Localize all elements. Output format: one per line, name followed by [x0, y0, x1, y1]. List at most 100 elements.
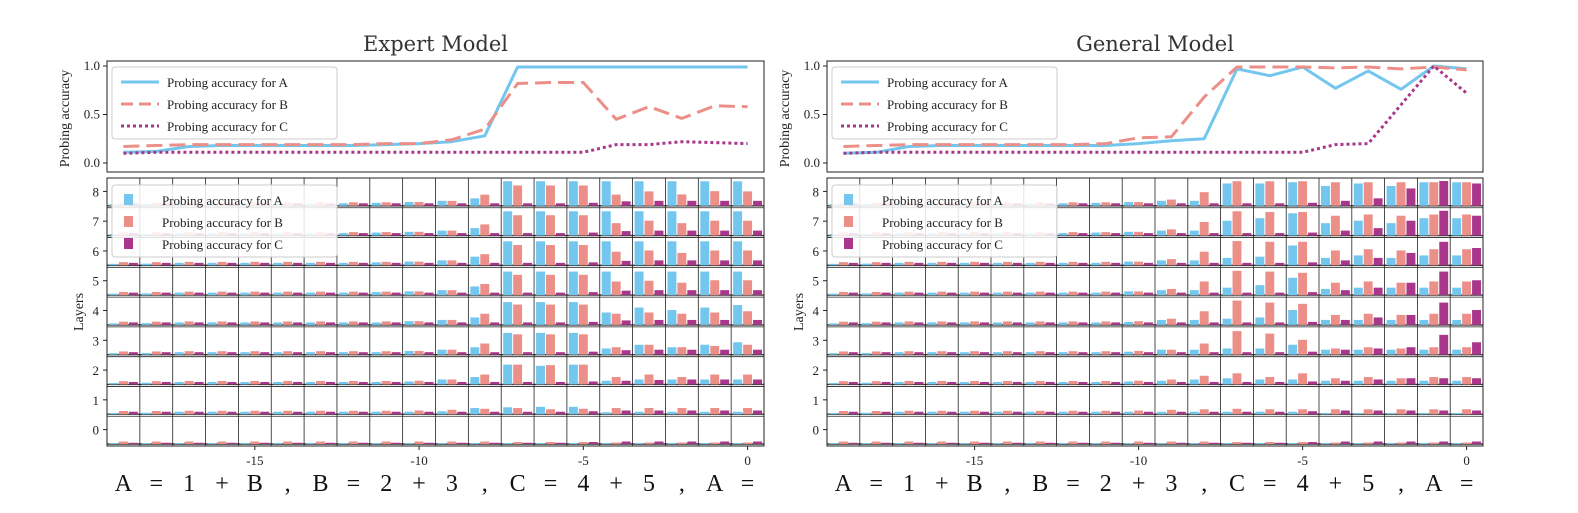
layer-tick-label: 1	[813, 393, 820, 408]
bar-c	[654, 290, 664, 296]
legend-label: Probing accuracy for C	[887, 119, 1008, 134]
bar-b	[1396, 182, 1406, 206]
bar-c	[161, 292, 171, 296]
bar-a	[861, 352, 871, 355]
bar-b	[710, 442, 720, 444]
token: ,	[1004, 471, 1010, 497]
bar-c	[621, 260, 631, 266]
bar-b	[743, 374, 753, 385]
token: 4	[1297, 471, 1309, 497]
bar-a	[1091, 381, 1101, 385]
token: =	[869, 471, 883, 497]
bar-c	[391, 262, 401, 266]
token: A	[115, 471, 133, 497]
bar-a	[568, 211, 578, 236]
bar-b	[578, 274, 588, 296]
bar-b	[677, 223, 687, 236]
bar-c	[980, 322, 989, 325]
bar-b	[1068, 261, 1078, 266]
bar-c	[424, 442, 434, 444]
bar-a	[1419, 349, 1429, 355]
bar-b	[1462, 214, 1472, 236]
bar-b	[381, 441, 391, 444]
bar-c	[1242, 411, 1252, 415]
token: =	[1460, 471, 1474, 497]
bar-c	[720, 230, 730, 236]
bar-b	[1330, 348, 1340, 355]
bar-a	[1058, 411, 1068, 415]
bar-a	[207, 292, 217, 296]
bar-b	[1396, 348, 1406, 355]
bar-b	[611, 408, 621, 415]
bar-c	[588, 351, 598, 355]
bar-c	[358, 411, 368, 415]
bar-b	[1396, 378, 1406, 385]
bar-c	[128, 352, 138, 355]
bar-b	[447, 409, 457, 415]
bar-a	[1222, 287, 1232, 296]
bar-b	[1330, 215, 1340, 236]
bar-b	[1298, 272, 1308, 296]
bar-a	[634, 411, 644, 415]
bar-c	[1144, 262, 1153, 266]
bar-a	[829, 353, 838, 355]
bar-b	[1429, 182, 1439, 206]
bar-a	[861, 382, 871, 385]
bar-b	[1429, 442, 1439, 444]
token: +	[412, 471, 426, 497]
bar-a	[568, 364, 578, 385]
bar-a	[1058, 203, 1068, 206]
bar-c	[980, 411, 989, 415]
x-tick-label: -5	[578, 453, 589, 468]
bar-a	[207, 381, 217, 385]
bar-c	[523, 322, 533, 325]
bar-b	[348, 441, 358, 444]
bar-c	[194, 352, 204, 355]
bar-a	[404, 261, 414, 266]
bar-c	[980, 352, 989, 355]
bar-a	[109, 353, 118, 355]
bar-c	[424, 352, 434, 355]
bar-c	[523, 203, 533, 206]
bar-b	[904, 441, 914, 444]
bar-a	[1288, 245, 1298, 266]
bar-a	[1321, 319, 1330, 325]
bar-c	[1242, 352, 1252, 355]
bar-b	[184, 261, 194, 266]
bar-a	[1255, 218, 1265, 236]
bar-a	[338, 322, 348, 325]
bar-b	[414, 321, 424, 325]
bar-b	[970, 441, 980, 444]
bar-b	[970, 321, 980, 325]
bar-c	[1406, 410, 1416, 415]
bar-b	[1298, 339, 1308, 355]
token: =	[150, 471, 164, 497]
bar-a	[1058, 322, 1068, 325]
bar-a	[371, 443, 381, 444]
bar-c	[1012, 381, 1022, 385]
bar-c	[720, 260, 730, 266]
bar-b	[1002, 261, 1012, 266]
bar-c	[293, 292, 303, 296]
bar-a	[174, 443, 184, 444]
bar-b	[1330, 282, 1340, 296]
bar-a	[1255, 285, 1265, 296]
token: ,	[285, 471, 291, 497]
bar-a	[1288, 213, 1298, 236]
bar-b	[743, 442, 753, 444]
bar-b	[871, 411, 881, 415]
bar-b	[937, 261, 947, 266]
legend-label: Probing accuracy for A	[887, 75, 1009, 90]
bar-c	[1078, 352, 1088, 355]
bar-c	[326, 262, 335, 266]
bar-b	[118, 441, 128, 444]
bar-b	[513, 364, 523, 385]
bar-c	[1012, 322, 1022, 325]
bar-a	[109, 263, 118, 266]
bar-b	[1330, 182, 1340, 206]
bar-c	[490, 442, 500, 444]
bar-b	[1101, 441, 1111, 444]
bar-b	[644, 374, 654, 385]
token: B	[247, 471, 263, 497]
bar-b	[1199, 221, 1209, 236]
